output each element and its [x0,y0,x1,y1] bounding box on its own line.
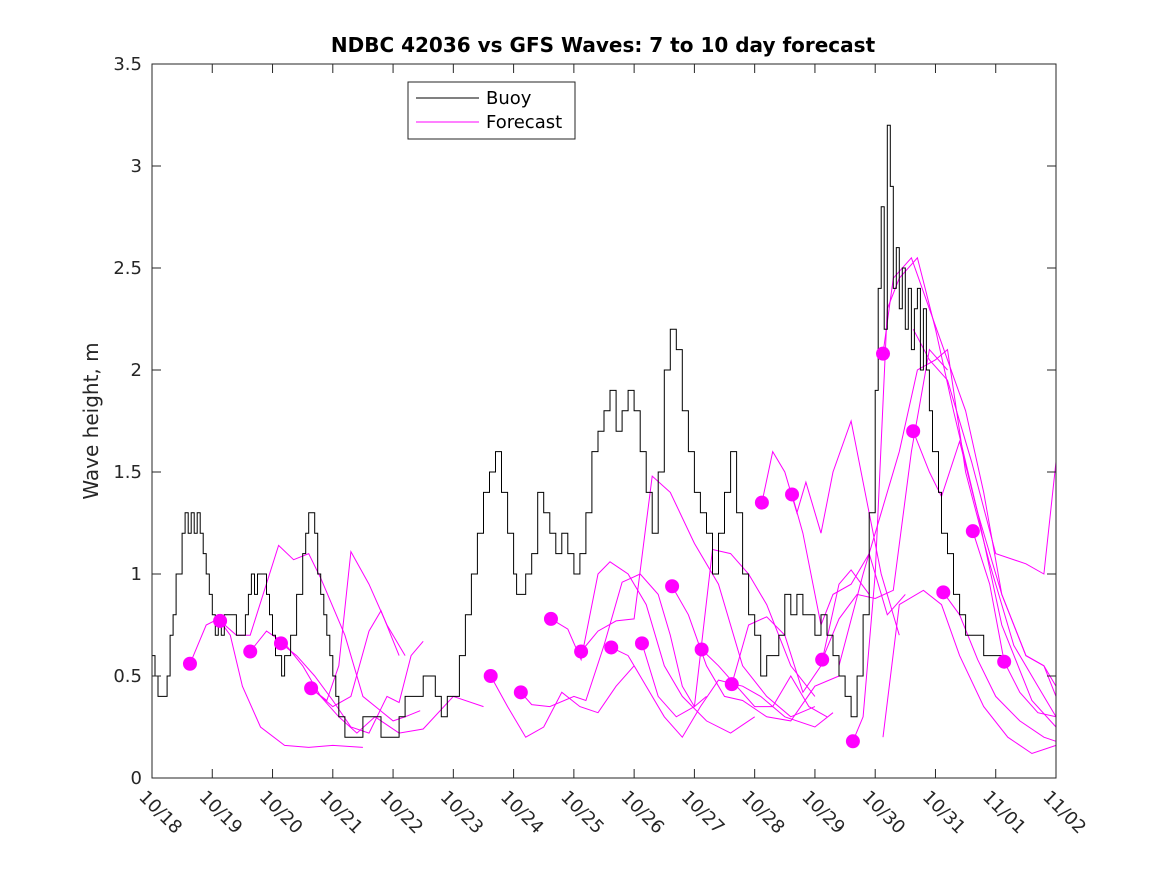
forecast-marker [785,487,800,502]
legend: Buoy Forecast [407,81,576,140]
forecast-markers [182,346,1012,749]
y-tick-label: 1 [131,564,142,585]
forecast-line [671,585,840,722]
plot-area [152,124,1057,755]
axes-box [151,63,1057,779]
forecast-marker [574,644,589,659]
forecast-line [701,649,828,718]
forecast-marker [513,685,528,700]
buoy-line [152,124,1002,738]
forecast-marker [965,524,980,539]
y-axis: 0 0.5 1 1.5 2 2.5 3 3.5 [113,54,1056,789]
forecast-line [791,494,906,627]
forecast-marker [604,640,619,655]
forecast-line [490,665,635,738]
y-tick-label: 1.5 [113,462,142,483]
forecast-line [219,544,421,722]
forecast-marker [876,346,891,361]
forecast-marker [936,585,951,600]
forecast-line [852,256,1057,742]
forecast-marker [694,642,709,657]
forecast-marker [665,579,680,594]
forecast-line [912,328,1057,575]
forecast-marker [997,654,1012,669]
y-axis-label: Wave height, m [79,342,103,499]
legend-label-forecast: Forecast [486,112,562,133]
forecast-line [310,609,400,708]
forecast-marker [213,613,228,628]
buoy-line-group [152,124,1002,738]
forecast-line [972,531,1057,718]
forecast-marker [815,652,830,667]
legend-label-buoy: Buoy [486,88,532,109]
forecast-marker [845,734,860,749]
forecast-line [610,646,834,739]
chart-title: NDBC 42036 vs GFS Waves: 7 to 10 day for… [331,33,876,57]
forecast-marker [483,669,498,683]
forecast-line [912,431,1057,697]
y-tick-label: 2 [131,360,142,381]
forecast-line [189,618,363,748]
forecast-line [882,589,1057,755]
forecast-marker [304,681,319,696]
y-tick-label: 3.5 [113,54,142,75]
forecast-lines [189,256,1057,755]
y-tick-label: 2.5 [113,258,142,279]
forecast-marker [543,611,558,626]
forecast-marker [243,644,258,659]
forecast-marker [906,424,921,439]
legend-box [407,81,576,140]
forecast-marker [273,636,288,651]
y-tick-label: 0.5 [113,666,142,687]
forecast-marker [634,636,649,651]
forecast-line [280,640,424,734]
y-tick-label: 0 [131,768,142,789]
forecast-marker [754,495,769,510]
forecast-line [838,348,1057,718]
forecast-line [520,573,707,708]
y-tick-label: 3 [131,156,142,177]
forecast-marker [182,656,197,671]
forecast-line [580,475,816,718]
forecast-marker [724,677,739,692]
